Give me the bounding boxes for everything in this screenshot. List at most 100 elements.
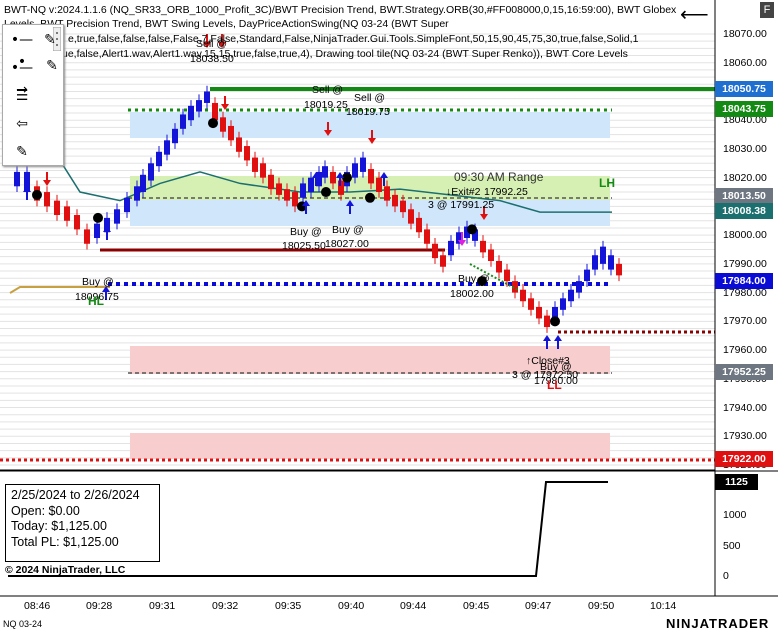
- buy-arrow-icon[interactable]: [380, 172, 388, 186]
- f-button[interactable]: F: [760, 2, 774, 18]
- buy-arrow-icon[interactable]: [312, 172, 320, 186]
- renko-bar: [180, 114, 186, 129]
- buy-arrow-icon[interactable]: [102, 286, 110, 300]
- buy-arrow-icon[interactable]: [346, 200, 354, 214]
- sell-arrow-icon[interactable]: [324, 122, 332, 136]
- blue-zone-lower: [130, 200, 610, 226]
- renko-bar: [496, 260, 502, 273]
- buy-label: Buy @: [332, 224, 364, 236]
- renko-bar: [592, 255, 598, 270]
- grip-handle-icon[interactable]: [53, 27, 61, 51]
- pencil-icon[interactable]: ✎: [44, 32, 56, 48]
- price-badge: 18008.38: [715, 203, 773, 220]
- close-detail: 3 @ 17972.50: [512, 369, 579, 381]
- buy-arrow-icon[interactable]: [103, 226, 111, 240]
- renko-bar: [148, 163, 154, 181]
- back-arrow-icon[interactable]: ⟵: [680, 4, 709, 26]
- trade-dot[interactable]: [365, 192, 375, 203]
- time-axis-tick: 09:31: [149, 600, 176, 612]
- renko-bar: [284, 189, 290, 201]
- renko-bar: [456, 232, 462, 244]
- buy-arrow-icon[interactable]: [543, 335, 551, 349]
- pl-curve: [8, 481, 608, 577]
- trade-dot[interactable]: [208, 118, 218, 129]
- pl-axis-tick: 0: [723, 570, 729, 582]
- trade-dot[interactable]: [321, 187, 331, 198]
- trade-dot[interactable]: [93, 212, 103, 223]
- renko-bar: [316, 171, 322, 187]
- price-axis-tick: 18020.00: [723, 171, 767, 184]
- sell-arrow-icon[interactable]: [43, 172, 51, 186]
- sell-price: 18019.25: [304, 99, 348, 111]
- sell-arrow-icon[interactable]: [368, 130, 376, 144]
- renko-bar: [124, 197, 130, 213]
- close-label: ↑Close#3: [526, 355, 570, 367]
- time-axis-tick: 09:35: [275, 600, 302, 612]
- time-axis-tick: 10:14: [650, 600, 677, 612]
- sell-arrow-icon[interactable]: [203, 34, 211, 48]
- renko-bar: [164, 140, 170, 155]
- price-badge: 18013.50: [715, 188, 773, 205]
- renko-bar: [448, 240, 454, 256]
- orange-level-line: [9, 286, 110, 294]
- buy-price: 18096.75: [75, 291, 119, 303]
- sell-arrow-icon[interactable]: [221, 96, 229, 110]
- renko-bar: [376, 177, 382, 193]
- buy-price: 18025.50: [282, 240, 326, 252]
- buy-label: Buy @: [458, 273, 490, 285]
- ll-label: LL: [547, 378, 562, 392]
- pencil-icon[interactable]: ✎: [16, 144, 28, 160]
- price-axis-tick: 18060.00: [723, 56, 767, 69]
- renko-bar: [64, 206, 70, 221]
- trade-connector-line: [469, 263, 519, 291]
- price-axis-tick: 18070.00: [723, 28, 767, 40]
- renko-bar: [608, 255, 614, 270]
- price-axis-tick: 17990.00: [723, 257, 767, 270]
- buy-arrow-icon[interactable]: [554, 335, 562, 349]
- renko-bar: [252, 157, 258, 172]
- renko-bar: [322, 166, 328, 178]
- drawing-toolbar[interactable]: •—• ✎ ✎ •—→ ☰ ⇦ ✎: [2, 24, 64, 166]
- buy-arrow-icon[interactable]: [23, 186, 31, 200]
- buy-price: 18002.00: [450, 288, 494, 300]
- renko-bar: [536, 306, 542, 319]
- sell-label: Sell @: [354, 92, 386, 104]
- trade-dot[interactable]: [342, 172, 352, 183]
- pl-axis-tick: 500: [723, 540, 741, 552]
- indicator-header-line3: e,true,false,false,false,False,7,False,S…: [68, 33, 639, 45]
- pl-range: 2/25/2024 to 2/26/2024: [11, 488, 140, 502]
- renko-bar: [528, 298, 534, 310]
- buy-arrow-icon[interactable]: [336, 172, 344, 186]
- pl-summary-box: 2/25/2024 to 2/26/2024 Open: $0.00 Today…: [5, 484, 160, 562]
- renko-bar: [368, 169, 374, 184]
- sell-arrow-icon[interactable]: [480, 206, 488, 220]
- instrument-tab[interactable]: NQ 03-24: [3, 619, 43, 629]
- renko-bar: [616, 263, 622, 276]
- indicator-header-line1: BWT-NQ v:2024.1.1.6 (NQ_SR33_ORB_1000_Pr…: [4, 4, 677, 16]
- sell-arrow-icon[interactable]: [218, 34, 226, 48]
- line-tool-icon[interactable]: •—•: [10, 32, 34, 70]
- time-axis-tick: 09:47: [525, 600, 552, 612]
- indicator-header-line4: ue,false,Alert1.wav,Alert1.wav,15,15,tru…: [62, 48, 628, 60]
- orb-range-label: 09:30 AM Range: [454, 170, 544, 184]
- price-badge: 17984.00: [715, 273, 773, 290]
- sell-label: Sell @: [196, 38, 228, 50]
- ray-tool-icon[interactable]: •—→: [10, 60, 34, 98]
- trade-dot[interactable]: [477, 276, 487, 287]
- buy-arrow-icon[interactable]: [302, 200, 310, 214]
- renko-bar: [576, 281, 582, 293]
- renko-bar: [352, 163, 358, 178]
- pencil-icon[interactable]: ✎: [46, 58, 58, 74]
- trade-dot[interactable]: [467, 224, 477, 235]
- renko-bar: [520, 289, 526, 302]
- time-axis-tick: 09:50: [588, 600, 615, 612]
- renko-bar: [408, 209, 414, 224]
- trade-dot[interactable]: [32, 189, 42, 200]
- renko-bar: [196, 100, 202, 112]
- pl-total: Total PL: $1,125.00: [11, 534, 119, 549]
- trade-dot[interactable]: [550, 316, 560, 327]
- exit-arrow-icon[interactable]: [458, 232, 466, 246]
- arrow-tool-icon[interactable]: ⇦: [16, 116, 28, 132]
- horizontal-lines-icon[interactable]: ☰: [15, 88, 29, 104]
